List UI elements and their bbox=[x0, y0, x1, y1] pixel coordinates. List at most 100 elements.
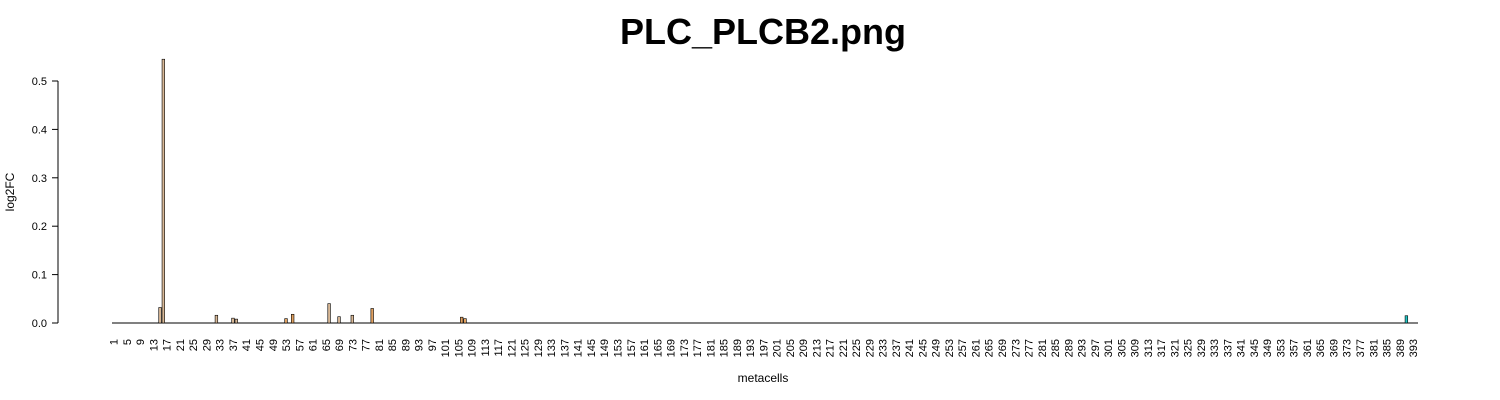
x-tick-label: 37 bbox=[228, 339, 240, 351]
y-tick-label: 0.5 bbox=[32, 76, 47, 88]
x-tick-label: 337 bbox=[1222, 339, 1234, 357]
x-tick-label: 309 bbox=[1130, 339, 1142, 357]
bar-metacell-69 bbox=[337, 316, 341, 324]
x-tick-label: 169 bbox=[666, 339, 678, 357]
x-tick-label: 213 bbox=[811, 339, 823, 357]
x-tick-label: 357 bbox=[1289, 339, 1301, 357]
x-tick-label: 217 bbox=[825, 339, 837, 357]
x-tick-label: 317 bbox=[1156, 339, 1168, 357]
x-tick-label: 165 bbox=[652, 339, 664, 357]
x-tick-label: 189 bbox=[732, 339, 744, 357]
x-tick-label: 105 bbox=[453, 339, 465, 357]
bar-metacell-37 bbox=[231, 317, 235, 324]
x-tick-label: 121 bbox=[506, 339, 518, 357]
x-tick-label: 233 bbox=[878, 339, 890, 357]
x-tick-label: 369 bbox=[1329, 339, 1341, 357]
x-tick-label: 381 bbox=[1368, 339, 1380, 357]
x-tick-label: 117 bbox=[493, 339, 505, 357]
x-tick-label: 157 bbox=[626, 339, 638, 357]
bar-metacell-32 bbox=[214, 314, 219, 324]
x-tick-label: 269 bbox=[997, 339, 1009, 357]
x-tick-label: 125 bbox=[520, 339, 532, 357]
x-tick-label: 49 bbox=[268, 339, 280, 351]
bar-metacell-79 bbox=[370, 308, 374, 324]
x-tick-label: 113 bbox=[480, 339, 492, 357]
x-tick-label: 221 bbox=[838, 339, 850, 357]
x-tick-label: 177 bbox=[692, 339, 704, 357]
x-tick-label: 153 bbox=[613, 339, 625, 357]
x-tick-label: 21 bbox=[175, 339, 187, 351]
x-tick-label: 225 bbox=[851, 339, 863, 357]
x-tick-label: 161 bbox=[639, 339, 651, 357]
x-tick-label: 81 bbox=[374, 339, 386, 351]
x-tick-label: 281 bbox=[1037, 339, 1049, 357]
bar-metacell-66 bbox=[327, 303, 331, 324]
x-tick-label: 145 bbox=[586, 339, 598, 357]
x-tick-label: 245 bbox=[917, 339, 929, 357]
x-tick-label: 13 bbox=[148, 339, 160, 351]
x-tick-label: 393 bbox=[1408, 339, 1420, 357]
x-tick-label: 69 bbox=[334, 339, 346, 351]
x-tick-label: 305 bbox=[1116, 339, 1128, 357]
x-tick-label: 101 bbox=[440, 339, 452, 357]
x-tick-label: 33 bbox=[215, 339, 227, 351]
y-tick-label: 0.1 bbox=[32, 270, 47, 282]
bar-metacell-55 bbox=[291, 313, 295, 324]
x-tick-label: 353 bbox=[1275, 339, 1287, 357]
y-tick-label: 0.3 bbox=[32, 173, 47, 185]
x-tick-label: 261 bbox=[971, 339, 983, 357]
x-tick-label: 257 bbox=[957, 339, 969, 357]
chart-title: PLC_PLCB2.png bbox=[620, 11, 906, 52]
x-tick-label: 229 bbox=[864, 339, 876, 357]
x-tick-label: 349 bbox=[1262, 339, 1274, 357]
x-tick-label: 273 bbox=[1010, 339, 1022, 357]
x-tick-label: 321 bbox=[1169, 339, 1181, 357]
x-tick-label: 297 bbox=[1090, 339, 1102, 357]
x-tick-label: 293 bbox=[1077, 339, 1089, 357]
x-tick-label: 29 bbox=[202, 339, 214, 351]
bar-metacell-15 bbox=[158, 307, 162, 324]
y-tick-label: 0.4 bbox=[32, 124, 47, 136]
x-tick-label: 373 bbox=[1342, 339, 1354, 357]
x-tick-label: 385 bbox=[1382, 339, 1394, 357]
bar-metacell-73 bbox=[350, 314, 354, 324]
x-tick-label: 241 bbox=[904, 339, 916, 357]
x-tick-label: 173 bbox=[679, 339, 691, 357]
x-tick-label: 109 bbox=[467, 339, 479, 357]
x-tick-label: 185 bbox=[719, 339, 731, 357]
x-tick-label: 205 bbox=[785, 339, 797, 357]
x-tick-label: 277 bbox=[1024, 339, 1036, 357]
x-tick-label: 57 bbox=[294, 339, 306, 351]
x-tick-label: 45 bbox=[255, 339, 267, 351]
x-axis-label: metacells bbox=[738, 371, 789, 385]
x-tick-label: 365 bbox=[1315, 339, 1327, 357]
x-tick-label: 141 bbox=[573, 339, 585, 357]
y-axis: 0.0 0.1 0.2 0.3 0.4 0.5 bbox=[32, 76, 59, 330]
x-tick-label: 289 bbox=[1063, 339, 1075, 357]
x-tick-label: 61 bbox=[308, 339, 320, 351]
x-tick-label: 209 bbox=[798, 339, 810, 357]
bar-metacell-16 bbox=[161, 58, 166, 324]
x-tick-label: 313 bbox=[1143, 339, 1155, 357]
x-tick-label: 137 bbox=[560, 339, 572, 357]
x-tick-label: 249 bbox=[931, 339, 943, 357]
x-tick-label: 389 bbox=[1395, 339, 1407, 357]
x-tick-label: 5 bbox=[122, 339, 134, 345]
bars-group bbox=[158, 58, 1409, 324]
x-tick-label: 77 bbox=[361, 339, 373, 351]
y-tick-label: 0.2 bbox=[32, 221, 47, 233]
x-tick-label: 301 bbox=[1103, 339, 1115, 357]
x-tick-label: 93 bbox=[414, 339, 426, 351]
x-tick-label: 149 bbox=[599, 339, 611, 357]
x-tick-label: 97 bbox=[427, 339, 439, 351]
x-tick-label: 265 bbox=[984, 339, 996, 357]
x-tick-label: 285 bbox=[1050, 339, 1062, 357]
x-tick-label: 89 bbox=[400, 339, 412, 351]
x-tick-label: 237 bbox=[891, 339, 903, 357]
x-tick-label: 53 bbox=[281, 339, 293, 351]
bar-metacell-391 bbox=[1404, 315, 1409, 324]
x-tick-label: 1 bbox=[109, 339, 121, 345]
x-tick-label: 133 bbox=[546, 339, 558, 357]
x-tick-label: 345 bbox=[1249, 339, 1261, 357]
x-tick-label: 85 bbox=[387, 339, 399, 351]
